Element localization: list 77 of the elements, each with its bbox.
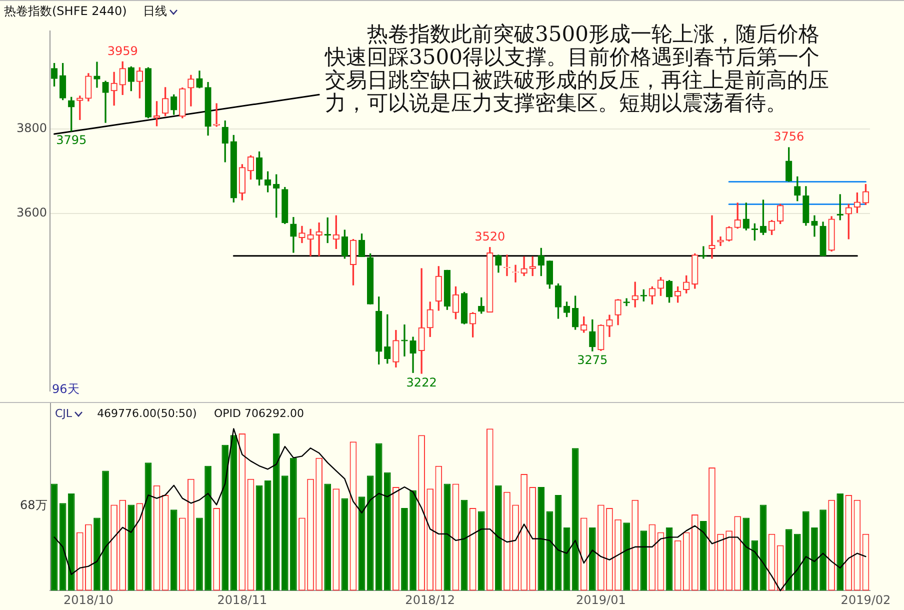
bar (538, 486, 545, 591)
bar (358, 496, 366, 591)
bar (375, 443, 382, 591)
y-tick-label: 3800 (16, 121, 47, 136)
bar (341, 498, 348, 591)
bar (444, 484, 451, 591)
bar (59, 503, 66, 591)
x-tick-label: 2019/01 (576, 592, 626, 607)
bar (410, 490, 416, 591)
bar (222, 444, 229, 591)
bar (204, 466, 212, 591)
bar (50, 484, 58, 591)
candlestick (418, 268, 425, 374)
bar (495, 485, 502, 591)
bar (264, 480, 272, 591)
chart-subtitle: 469776.00(50:50) (97, 407, 197, 420)
bar (460, 500, 468, 591)
annotation: 3275 (577, 353, 608, 368)
candlestick (708, 215, 716, 259)
candlestick (811, 215, 818, 237)
bar (478, 511, 485, 591)
bar (366, 476, 374, 591)
candlestick (307, 228, 314, 256)
bar (272, 434, 280, 591)
bar (623, 522, 630, 591)
bar (170, 510, 178, 591)
annotation: 96天 (52, 381, 80, 398)
annotation: 3959 (107, 44, 138, 58)
bar (802, 511, 810, 591)
bar (324, 484, 332, 591)
bar (546, 511, 554, 591)
bar (230, 435, 238, 591)
bar (196, 518, 203, 591)
candlestick (504, 254, 510, 276)
annotation: 3520 (474, 230, 506, 244)
x-tick-label: 2018/11 (217, 592, 268, 607)
candlestick (717, 236, 724, 246)
bar (700, 520, 707, 591)
bar (811, 527, 818, 591)
bar (144, 462, 152, 591)
bar (588, 527, 596, 591)
bar (68, 493, 75, 591)
bar (785, 529, 792, 591)
bar (760, 504, 767, 591)
x-tick-label: 2018/10 (64, 592, 114, 607)
bar (384, 472, 391, 591)
text: OPID 706292.00 (214, 407, 304, 420)
bar (281, 476, 288, 591)
bar (836, 493, 844, 591)
bar (554, 495, 562, 591)
bar (563, 527, 570, 591)
candlestick (110, 72, 118, 106)
annotation: 3222 (406, 376, 437, 390)
bar (128, 504, 135, 591)
text: 68万 (20, 497, 48, 514)
annotation: 3756 (774, 130, 804, 144)
bar (666, 527, 673, 591)
candlestick (94, 62, 100, 88)
bar (94, 518, 100, 591)
annotation: 热卷指数此前突破3500形成一轮上涨，随后价格快速回踩3500得以支撑。目前价格遇到春节后第一个交易日跳空缺口被跌破形成的反压，再往上是前高的压力，可以说是压力支撑密集区。短期以震荡看待。 (325, 22, 830, 115)
chart-title: CJL (55, 407, 72, 420)
bar (742, 518, 750, 591)
candlestick (401, 324, 408, 356)
bar (290, 458, 297, 591)
bar (401, 508, 408, 591)
bar (794, 534, 801, 591)
x-tick-label: 2019/02 (840, 592, 891, 607)
y-tick-label: 3600 (16, 206, 47, 220)
annotation: 3795 (56, 133, 87, 148)
bar (102, 470, 109, 591)
chart-subtitle: 日线 (142, 4, 167, 18)
chart-title: 热卷指数(SHFE 2440) (4, 4, 127, 18)
candlestick (316, 222, 322, 256)
bar (572, 448, 579, 591)
bar (640, 530, 648, 591)
x-tick-label: 2018/12 (405, 592, 456, 607)
bar (820, 510, 826, 591)
